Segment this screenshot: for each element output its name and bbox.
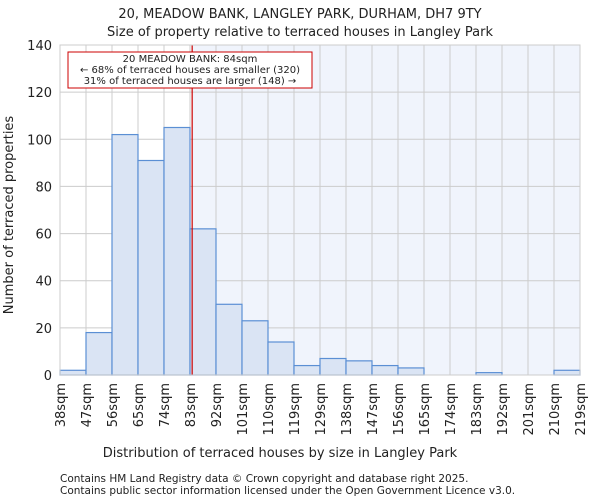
annotation-line-3: 31% of terraced houses are larger (148) … <box>84 76 297 87</box>
histogram-bar <box>553 369 581 376</box>
x-tick-label: 65sqm <box>132 383 147 427</box>
chart-subtitle: Size of property relative to terraced ho… <box>107 25 493 40</box>
highlight-region <box>192 45 580 375</box>
y-tick-label: 140 <box>27 39 52 54</box>
footer-line-2: Contains public sector information licen… <box>60 485 515 497</box>
histogram-bar <box>319 357 347 376</box>
histogram-bar <box>137 159 165 376</box>
x-tick-label: 83sqm <box>184 383 199 427</box>
x-tick-label: 201sqm <box>522 383 537 436</box>
y-tick-label: 20 <box>35 322 52 337</box>
x-tick-label: 174sqm <box>444 383 459 436</box>
histogram-bar <box>241 320 269 376</box>
histogram-bar <box>267 341 295 376</box>
annotation-line-2: ← 68% of terraced houses are smaller (32… <box>80 65 300 76</box>
y-axis-label: Number of terraced properties <box>2 116 17 315</box>
footer-line-1: Contains HM Land Registry data © Crown c… <box>60 473 468 485</box>
chart-title: 20, MEADOW BANK, LANGLEY PARK, DURHAM, D… <box>118 7 481 22</box>
histogram-bar <box>293 364 321 376</box>
histogram-bar <box>215 303 243 376</box>
plot-frame <box>59 44 581 376</box>
x-tick-label: 110sqm <box>262 383 277 436</box>
annotation-box: 20 MEADOW BANK: 84sqm ← 68% of terraced … <box>67 51 313 89</box>
x-tick-label: 47sqm <box>80 383 95 427</box>
x-tick-label: 138sqm <box>340 383 355 436</box>
x-tick-label: 183sqm <box>470 383 485 436</box>
histogram-bar <box>371 364 399 376</box>
histogram-bar <box>163 126 191 376</box>
x-tick-label: 219sqm <box>574 383 589 436</box>
y-tick-label: 60 <box>35 228 52 243</box>
x-tick-label: 147sqm <box>366 383 381 436</box>
x-tick-label: 192sqm <box>496 383 511 436</box>
y-tick-label: 40 <box>35 275 52 290</box>
x-tick-label: 165sqm <box>418 383 433 436</box>
y-tick-label: 0 <box>44 369 52 384</box>
x-tick-label: 129sqm <box>314 383 329 436</box>
histogram-bar <box>111 133 139 376</box>
histogram-bar <box>345 360 373 376</box>
y-tick-label: 120 <box>27 86 52 101</box>
x-tick-label: 210sqm <box>548 383 563 436</box>
y-tick-label: 80 <box>35 180 52 195</box>
x-tick-label: 74sqm <box>158 383 173 427</box>
x-tick-label: 119sqm <box>288 383 303 436</box>
x-tick-label: 56sqm <box>106 383 121 427</box>
x-tick-label: 101sqm <box>236 383 251 436</box>
annotation-line-1: 20 MEADOW BANK: 84sqm <box>123 54 258 65</box>
x-tick-label: 92sqm <box>210 383 225 427</box>
x-tick-label: 38sqm <box>54 383 69 427</box>
histogram-bar <box>189 228 217 376</box>
y-tick-label: 100 <box>27 133 52 148</box>
histogram-bar <box>397 367 425 376</box>
x-tick-label: 156sqm <box>392 383 407 436</box>
x-axis-label: Distribution of terraced houses by size … <box>103 446 458 461</box>
histogram-bar <box>85 331 113 376</box>
histogram-bar <box>59 369 87 376</box>
